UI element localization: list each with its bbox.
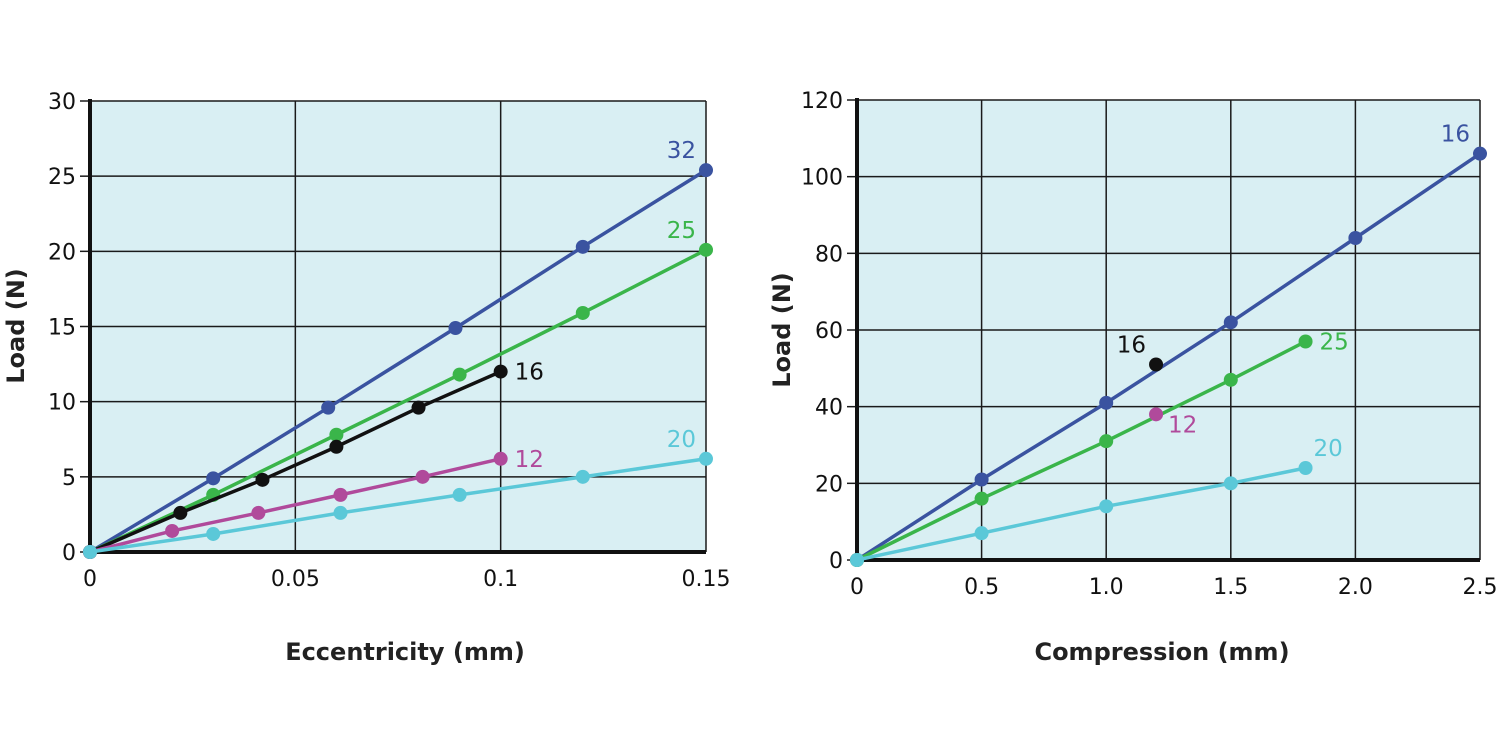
data-point	[452, 487, 467, 502]
x-tick-label: 2.0	[1338, 575, 1373, 600]
y-axis-title: Load (N)	[768, 272, 796, 388]
data-point	[206, 526, 221, 541]
data-point	[1223, 476, 1238, 491]
data-point	[1223, 315, 1238, 330]
x-tick-label: 0	[83, 567, 97, 592]
y-tick-label: 15	[48, 316, 76, 341]
data-point	[1348, 231, 1363, 245]
data-point	[321, 400, 336, 415]
y-tick-label: 5	[62, 466, 76, 491]
y-tick-label: 25	[48, 165, 76, 190]
data-point	[575, 305, 590, 320]
data-point	[974, 526, 989, 541]
y-tick-label: 20	[48, 240, 76, 265]
series-line	[856, 152, 1481, 562]
x-tick-label: 0	[850, 575, 864, 600]
x-tick-label: 0.5	[964, 575, 999, 600]
data-point	[699, 451, 713, 466]
series-line	[89, 457, 707, 554]
chart-eccentricity: 0 0.05 0.1 0.15 0 5 10 15 20 25 30 Eccentricity (mm…	[2, 90, 730, 666]
x-tick-label: 1.5	[1213, 575, 1248, 600]
data-point	[575, 469, 590, 484]
marker-point	[1149, 407, 1164, 422]
data-point	[255, 472, 270, 487]
data-point	[165, 523, 180, 538]
y-tick-label: 0	[62, 541, 76, 566]
y-tick-label: 10	[48, 391, 76, 416]
marker-label: 12	[1168, 412, 1197, 438]
data-point	[448, 321, 463, 336]
data-point	[333, 487, 348, 502]
x-tick-label: 0.05	[271, 567, 320, 592]
data-point	[251, 505, 266, 520]
data-point	[1298, 334, 1313, 349]
series-label: 12	[515, 447, 544, 473]
series-label: 32	[667, 138, 696, 164]
series-line	[89, 457, 502, 554]
data-point	[452, 367, 467, 382]
data-point	[699, 163, 713, 178]
data-point	[575, 239, 590, 254]
data-point	[206, 471, 221, 486]
data-point	[699, 242, 713, 257]
series-line	[89, 168, 707, 554]
y-tick-label: 20	[815, 472, 843, 497]
data-point	[329, 439, 344, 454]
series-line	[89, 369, 502, 554]
data-point	[1473, 146, 1487, 161]
data-point	[415, 469, 430, 484]
y-axis-title: Load (N)	[2, 268, 30, 384]
y-tick-label: 0	[829, 549, 843, 574]
data-point	[1223, 372, 1238, 387]
series-label: 25	[1320, 330, 1349, 356]
data-point	[493, 364, 508, 379]
x-axis-title: Eccentricity (mm)	[285, 638, 525, 666]
y-tick-label: 120	[801, 89, 843, 114]
data-point	[974, 472, 989, 487]
series-line	[89, 248, 707, 554]
x-tick-label: 0.1	[483, 567, 518, 592]
data-point	[173, 505, 188, 520]
series-label: 20	[667, 427, 696, 453]
series-label: 25	[667, 218, 696, 244]
x-tick-label: 1.0	[1089, 575, 1124, 600]
y-tick-label: 80	[815, 242, 843, 267]
data-point	[1099, 499, 1114, 514]
data-point	[1099, 434, 1114, 449]
series-label: 16	[1441, 122, 1470, 148]
data-point	[83, 545, 97, 559]
y-tick-label: 40	[815, 396, 843, 421]
marker-point	[1149, 357, 1164, 372]
data-point	[411, 400, 426, 415]
y-tick-label: 100	[801, 166, 843, 191]
y-tick-label: 30	[48, 90, 76, 115]
series-label: 16	[515, 360, 544, 386]
data-point	[974, 491, 989, 506]
marker-label: 16	[1117, 333, 1146, 359]
chart-compression: 0 0.5 1.0 1.5 2.0 2.5 0 20 40 60 80 100 120 Compressi…	[768, 89, 1498, 666]
x-tick-label: 0.15	[682, 567, 731, 592]
y-tick-label: 60	[815, 319, 843, 344]
data-point	[1099, 395, 1114, 410]
data-point	[329, 427, 344, 442]
data-point	[1298, 461, 1313, 475]
data-point	[850, 553, 864, 567]
series-label: 20	[1314, 436, 1343, 462]
x-axis-title: Compression (mm)	[1034, 638, 1289, 666]
data-point	[333, 505, 348, 520]
data-point	[493, 451, 508, 466]
x-tick-label: 2.5	[1463, 575, 1498, 600]
